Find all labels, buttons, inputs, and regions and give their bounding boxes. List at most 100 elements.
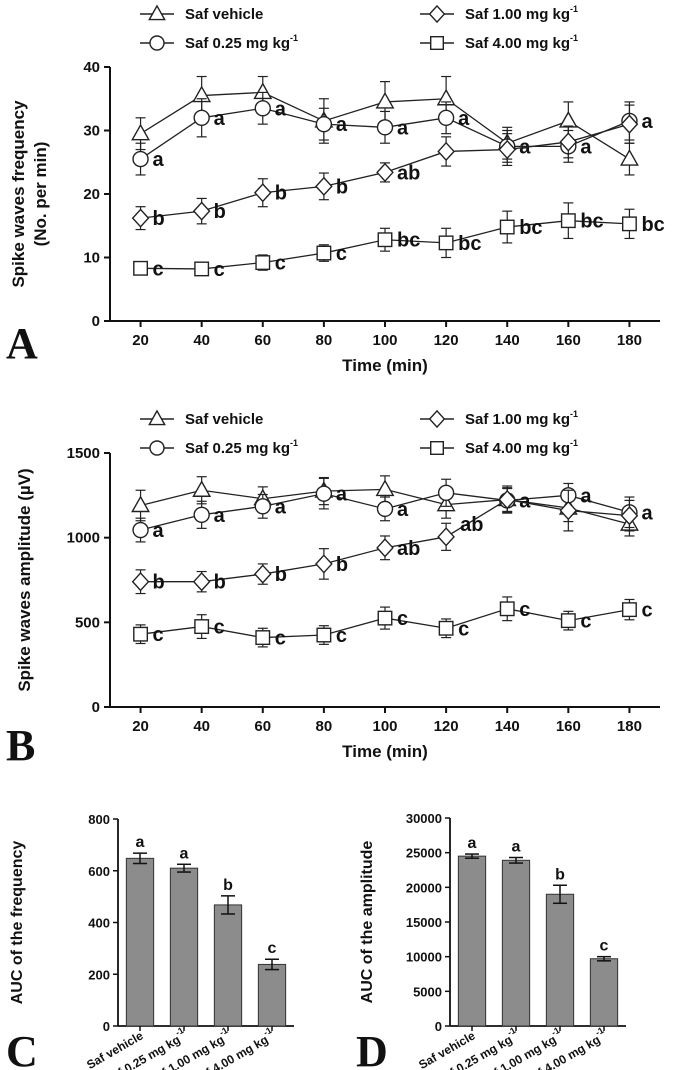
data-point: [437, 109, 455, 127]
series-circle: a a a a a a a a: [132, 477, 653, 543]
bar-significance-label: b: [555, 866, 565, 883]
data-point: [620, 114, 639, 134]
y-axis-label: AUC of the amplitude: [359, 841, 376, 1004]
legend-2: Saf vehicle Saf 1.00 mg kg-1 Saf 0.25 mg k…: [140, 409, 578, 457]
data-point: [194, 261, 210, 277]
significance-label: b: [153, 572, 165, 594]
data-point: [376, 538, 394, 558]
data-point: [255, 255, 271, 271]
significance-label: a: [214, 505, 226, 527]
significance-label: c: [153, 258, 164, 280]
bar-significance-label: a: [180, 845, 189, 862]
y-tick-label: 25000: [406, 846, 442, 861]
significance-label: a: [519, 490, 531, 512]
bar: [213, 904, 243, 1027]
x-tick-label: 120: [434, 718, 459, 735]
legend-marker-circle: [149, 35, 165, 51]
legend-marker-diamond: [428, 4, 446, 24]
bar: [169, 867, 199, 1027]
data-point: [621, 602, 637, 618]
significance-label: bc: [519, 217, 542, 239]
data-point: [133, 626, 149, 642]
bar-significance-label: a: [468, 835, 477, 852]
y-axis-label: Spike waves amplitude (µV): [15, 468, 34, 691]
significance-label: a: [641, 502, 653, 524]
data-point: [131, 572, 150, 592]
chart-panel-D: 0 5000 10000 15000 20000 25000 30000 AUC of the…: [356, 811, 626, 1070]
significance-label: b: [214, 572, 226, 594]
significance-label: a: [458, 108, 470, 130]
significance-label: a: [214, 108, 226, 130]
x-axis-label: Time (min): [342, 356, 428, 375]
data-point: [376, 500, 394, 518]
data-point: [499, 601, 515, 617]
y-tick-label: 10000: [406, 950, 442, 965]
significance-label: c: [275, 628, 286, 650]
significance-label: b: [336, 554, 348, 576]
significance-label: c: [275, 253, 286, 275]
data-point: [316, 627, 332, 643]
significance-label: c: [641, 600, 652, 622]
x-tick-label: 60: [254, 332, 271, 349]
y-tick-label: 15000: [406, 915, 442, 930]
data-point: [132, 150, 149, 168]
y-tick-label: 30: [83, 123, 100, 140]
data-point: [132, 521, 149, 539]
bar: [257, 963, 287, 1027]
legend-marker-square: [430, 36, 445, 51]
significance-label: b: [214, 201, 226, 223]
legend-marker-triangle: [148, 409, 166, 426]
data-point: [193, 506, 210, 524]
y-axis-label: AUC of the frequency: [9, 841, 26, 1005]
data-point: [560, 613, 576, 629]
data-point: [499, 219, 515, 235]
y-tick-label: 200: [88, 967, 110, 982]
data-point: [375, 91, 395, 109]
bar-significance-label: c: [268, 940, 277, 957]
legend-label: Saf 0.25 mg kg-1: [185, 33, 298, 52]
data-point: [253, 564, 272, 584]
panel-letter: D: [356, 1027, 388, 1070]
data-point: [133, 260, 149, 276]
legend-marker-triangle: [148, 4, 166, 21]
data-point: [377, 232, 393, 248]
data-point: [192, 572, 211, 592]
x-tick-label: 160: [556, 718, 581, 735]
significance-label: a: [275, 496, 287, 518]
bar-significance-label: c: [600, 938, 609, 955]
data-point: [315, 554, 333, 574]
x-tick-label: 40: [193, 332, 210, 349]
data-point: [621, 216, 637, 232]
x-tick-label: 80: [316, 718, 333, 735]
legend-marker-square: [430, 441, 445, 456]
data-point: [559, 132, 578, 152]
y-tick-label: 1000: [67, 530, 100, 547]
significance-label: bc: [580, 211, 603, 233]
significance-label: bc: [397, 230, 420, 252]
y-tick-label: 0: [103, 1019, 110, 1034]
chart-panel-B: 0 500 1000 1500 20 40 60 80 100 120 140 160 180 Time …: [6, 445, 660, 770]
significance-label: a: [275, 98, 287, 120]
data-point: [193, 109, 210, 127]
data-point: [254, 498, 271, 515]
data-point: [192, 201, 211, 221]
data-point: [255, 630, 271, 646]
x-tick-label: 40: [193, 718, 210, 735]
x-tick-label: 140: [495, 332, 520, 349]
y-tick-label: 0: [92, 699, 100, 716]
y-tick-label: 30000: [406, 811, 442, 826]
significance-label: c: [519, 599, 530, 621]
legend-label: Saf 1.00 mg kg-1: [465, 409, 578, 428]
data-point: [316, 245, 332, 261]
significance-label: c: [153, 624, 164, 646]
bar: [125, 857, 155, 1027]
y-axis-label: (No. per min): [31, 142, 50, 247]
legend-label: Saf vehicle: [185, 6, 263, 23]
data-point: [559, 500, 578, 521]
series-square: c c c c c c c c c: [133, 596, 653, 650]
significance-label: ab: [460, 514, 483, 536]
data-point: [438, 620, 454, 636]
data-point: [437, 484, 455, 501]
significance-label: bc: [641, 214, 664, 236]
data-point: [437, 141, 455, 162]
